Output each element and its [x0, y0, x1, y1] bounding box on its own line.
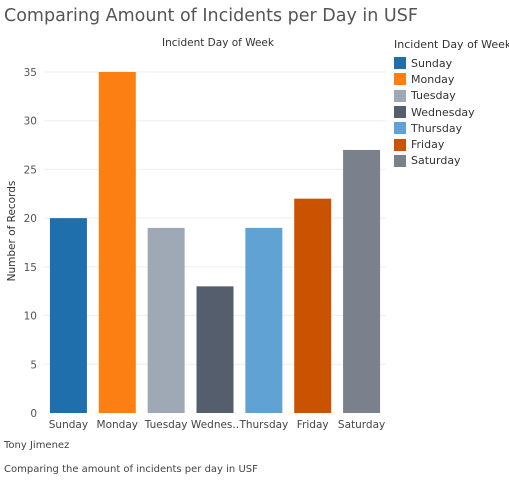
y-tick-label: 5: [30, 359, 37, 371]
legend-swatch: [394, 154, 406, 167]
bar-sunday: [49, 218, 87, 413]
footer-caption: Comparing the amount of incidents per da…: [4, 464, 258, 475]
legend-label: Saturday: [411, 154, 461, 168]
x-tick-label: Tuesday: [144, 419, 188, 431]
legend-item-sunday[interactable]: Sunday: [394, 55, 509, 71]
x-tick-label: Sunday: [49, 419, 88, 431]
legend-swatch: [394, 138, 406, 151]
legend-swatch: [394, 57, 406, 70]
bar-friday: [294, 198, 332, 413]
legend-label: Sunday: [411, 56, 453, 70]
legend-swatch: [394, 122, 406, 135]
legend-swatch: [394, 106, 406, 119]
legend-item-monday[interactable]: Monday: [394, 71, 509, 87]
legend-label: Thursday: [411, 121, 463, 135]
legend-label: Friday: [411, 138, 445, 152]
y-tick-label: 30: [24, 116, 37, 128]
legend-item-saturday[interactable]: Saturday: [394, 153, 509, 169]
bar-tuesday: [147, 227, 185, 413]
bar-wednesday: [196, 286, 234, 413]
y-tick-label: 15: [24, 262, 37, 274]
y-tick-label: 35: [24, 67, 37, 79]
legend: Incident Day of Week Sunday Monday Tuesday…: [394, 38, 509, 169]
x-tick-label: Wednes..: [191, 419, 239, 431]
legend-title: Incident Day of Week: [394, 38, 509, 51]
y-tick-label: 0: [30, 408, 37, 420]
x-tick-label: Monday: [97, 419, 138, 431]
bar-monday: [98, 72, 136, 413]
legend-swatch: [394, 89, 406, 102]
x-tick-label: Friday: [297, 419, 329, 431]
legend-label: Monday: [411, 72, 455, 86]
y-tick-label: 25: [24, 164, 37, 176]
x-tick-label: Thursday: [238, 419, 288, 431]
chart-header: Incident Day of Week: [162, 37, 275, 49]
legend-item-thursday[interactable]: Thursday: [394, 120, 509, 136]
y-tick-label: 10: [24, 311, 37, 323]
bar-saturday: [343, 149, 381, 413]
legend-swatch: [394, 73, 406, 86]
y-axis-label: Number of Records: [6, 181, 18, 282]
legend-item-wednesday[interactable]: Wednesday: [394, 104, 509, 120]
y-tick-label: 20: [24, 213, 37, 225]
legend-item-tuesday[interactable]: Tuesday: [394, 88, 509, 104]
legend-label: Wednesday: [411, 105, 475, 119]
legend-label: Tuesday: [411, 89, 456, 103]
footer-author: Tony Jimenez: [4, 440, 70, 451]
legend-item-friday[interactable]: Friday: [394, 136, 509, 152]
chart-title: Comparing Amount of Incidents per Day in…: [4, 6, 418, 26]
x-tick-label: Saturday: [338, 419, 385, 431]
bar-thursday: [245, 227, 283, 413]
